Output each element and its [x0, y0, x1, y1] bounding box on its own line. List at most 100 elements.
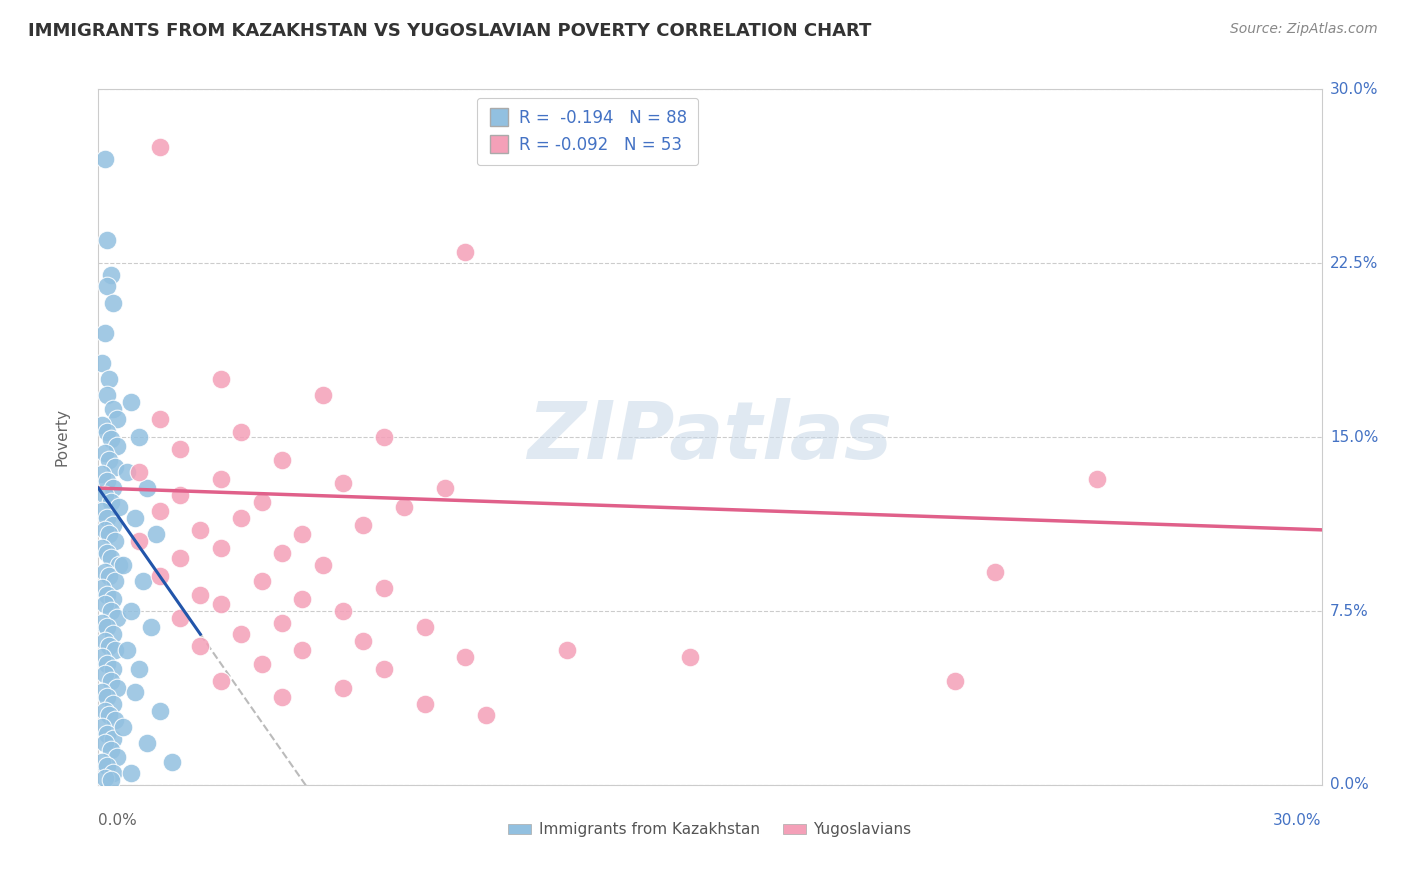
Point	[96, 727, 118, 741]
Point	[96, 233, 118, 247]
Point	[270, 546, 294, 560]
Point	[141, 620, 163, 634]
Point	[270, 690, 294, 704]
Point	[96, 759, 118, 773]
Point	[124, 511, 146, 525]
Point	[120, 604, 142, 618]
Point	[209, 472, 232, 486]
Point	[145, 527, 167, 541]
Point	[250, 574, 273, 588]
Point	[100, 550, 122, 565]
Point	[105, 611, 128, 625]
Point	[93, 736, 115, 750]
Point	[96, 657, 118, 672]
Point	[1085, 472, 1108, 486]
Point	[100, 604, 122, 618]
Text: 22.5%: 22.5%	[1330, 256, 1378, 270]
Point	[352, 518, 374, 533]
Point	[100, 495, 122, 509]
Point	[332, 604, 354, 618]
Point	[101, 592, 124, 607]
Point	[124, 685, 146, 699]
Point	[101, 518, 124, 533]
Point	[270, 615, 294, 630]
Point	[104, 460, 127, 475]
Point	[169, 550, 191, 565]
Point	[984, 565, 1007, 579]
Point	[413, 620, 436, 634]
Point	[104, 713, 127, 727]
Point	[136, 736, 159, 750]
Point	[132, 574, 155, 588]
Point	[111, 720, 134, 734]
Point	[250, 495, 273, 509]
Point	[188, 588, 212, 602]
Text: 0.0%: 0.0%	[98, 813, 138, 828]
Point	[93, 666, 115, 681]
Point	[91, 356, 114, 370]
Text: 15.0%: 15.0%	[1330, 430, 1378, 444]
Point	[93, 634, 115, 648]
Point	[209, 372, 232, 386]
Point	[93, 523, 115, 537]
Point	[104, 643, 127, 657]
Point	[97, 453, 120, 467]
Text: Poverty: Poverty	[55, 408, 69, 467]
Point	[105, 439, 128, 453]
Point	[101, 295, 124, 310]
Point	[188, 639, 212, 653]
Point	[128, 465, 150, 479]
Text: IMMIGRANTS FROM KAZAKHSTAN VS YUGOSLAVIAN POVERTY CORRELATION CHART: IMMIGRANTS FROM KAZAKHSTAN VS YUGOSLAVIA…	[28, 22, 872, 40]
Point	[128, 534, 150, 549]
Point	[96, 690, 118, 704]
Point	[231, 511, 253, 525]
Point	[188, 523, 212, 537]
Point	[93, 488, 115, 502]
Point	[93, 704, 115, 718]
Point	[373, 581, 395, 595]
Point	[97, 639, 120, 653]
Text: 0.0%: 0.0%	[1330, 778, 1368, 792]
Point	[115, 465, 138, 479]
Point	[101, 662, 124, 676]
Point	[96, 279, 118, 293]
Point	[93, 597, 115, 611]
Point	[149, 504, 172, 518]
Point	[373, 662, 395, 676]
Point	[91, 685, 114, 699]
Point	[100, 773, 122, 788]
Point	[332, 476, 354, 491]
Point	[97, 708, 120, 723]
Point	[105, 411, 128, 425]
Point	[679, 650, 702, 665]
Point	[91, 615, 114, 630]
Point	[312, 558, 335, 572]
Point	[91, 467, 114, 482]
Point	[96, 474, 118, 488]
Point	[454, 244, 477, 259]
Point	[231, 425, 253, 440]
Point	[96, 546, 118, 560]
Point	[120, 395, 142, 409]
Point	[91, 650, 114, 665]
Point	[128, 430, 150, 444]
Point	[413, 697, 436, 711]
Point	[149, 411, 172, 425]
Point	[111, 558, 134, 572]
Point	[97, 372, 120, 386]
Text: Source: ZipAtlas.com: Source: ZipAtlas.com	[1230, 22, 1378, 37]
Point	[91, 504, 114, 518]
Point	[105, 750, 128, 764]
Point	[149, 569, 172, 583]
Text: ZIPatlas: ZIPatlas	[527, 398, 893, 476]
Point	[100, 743, 122, 757]
Point	[100, 268, 122, 282]
Point	[93, 152, 115, 166]
Point	[352, 634, 374, 648]
Point	[209, 541, 232, 556]
Point	[101, 627, 124, 641]
Point	[93, 326, 115, 340]
Point	[96, 620, 118, 634]
Point	[392, 500, 416, 514]
Point	[101, 697, 124, 711]
